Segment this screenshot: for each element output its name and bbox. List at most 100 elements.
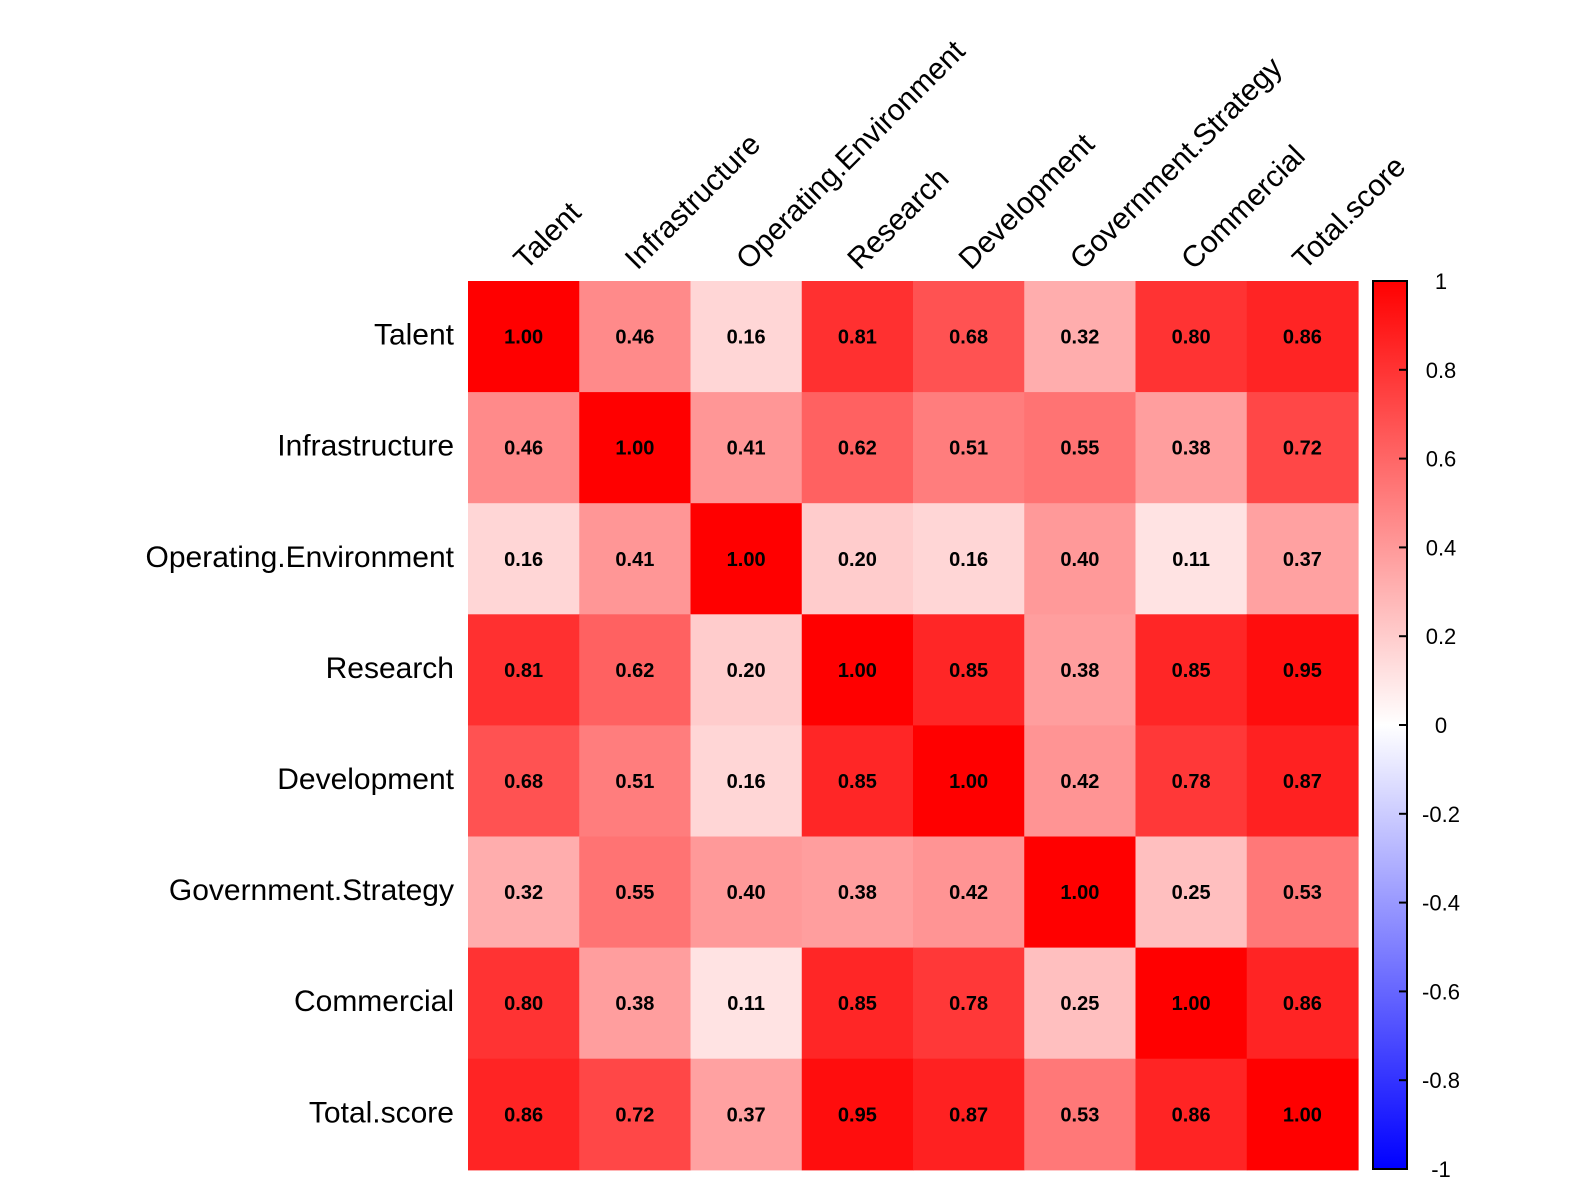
cell-value-7-0: 0.86 xyxy=(504,1104,543,1126)
colorbar-tick-label-8: -0.6 xyxy=(1422,979,1460,1004)
colorbar-tick-label-5: 0 xyxy=(1435,713,1447,738)
cell-value-2-6: 0.11 xyxy=(1172,549,1210,571)
cell-value-3-0: 0.81 xyxy=(504,660,543,682)
cell-value-3-3: 1.00 xyxy=(838,660,877,682)
cell-value-6-2: 0.11 xyxy=(727,993,765,1015)
cell-value-0-2: 0.16 xyxy=(727,327,766,349)
cell-value-5-7: 0.53 xyxy=(1283,882,1322,904)
heatmap-cell-1-7 xyxy=(1246,392,1359,504)
heatmap-cell-1-5 xyxy=(1024,392,1137,504)
heatmap-cell-2-5 xyxy=(1024,503,1137,615)
heatmap-cell-2-2 xyxy=(690,503,803,615)
heatmap-cell-7-1 xyxy=(579,1058,692,1171)
heatmap-cell-3-6 xyxy=(1135,614,1248,726)
heatmap-cell-4-5 xyxy=(1024,725,1137,838)
cell-value-3-2: 0.20 xyxy=(727,660,766,682)
heatmap-cell-5-3 xyxy=(801,836,914,949)
cell-value-2-3: 0.20 xyxy=(838,549,877,571)
heatmap-cell-1-0 xyxy=(468,392,580,504)
heatmap-cell-7-5 xyxy=(1024,1058,1137,1171)
heatmap-cell-7-6 xyxy=(1135,1058,1248,1171)
heatmap-cell-7-4 xyxy=(913,1058,1025,1171)
heatmap-cell-4-7 xyxy=(1246,725,1359,838)
cell-value-0-0: 1.00 xyxy=(504,327,543,349)
heatmap-cell-2-4 xyxy=(913,503,1025,615)
colorbar-tick-label-0: 1 xyxy=(1435,269,1447,294)
cell-value-3-6: 0.85 xyxy=(1172,660,1211,682)
row-label-6: Commercial xyxy=(294,985,454,1018)
cell-value-1-0: 0.46 xyxy=(504,438,543,460)
heatmap-cell-5-1 xyxy=(579,836,692,949)
heatmap-cell-2-0 xyxy=(468,503,580,615)
heatmap-cell-5-0 xyxy=(468,836,580,949)
cell-value-7-7: 1.00 xyxy=(1283,1104,1322,1126)
heatmap-cell-4-4 xyxy=(913,725,1025,838)
cell-value-7-4: 0.87 xyxy=(949,1104,988,1126)
heatmap-cell-3-1 xyxy=(579,614,692,726)
cell-value-4-3: 0.85 xyxy=(838,771,877,793)
row-label-1: Infrastructure xyxy=(277,430,454,463)
heatmap-cell-4-6 xyxy=(1135,725,1248,838)
cell-value-2-1: 0.41 xyxy=(615,549,654,571)
cell-value-7-5: 0.53 xyxy=(1060,1104,1099,1126)
heatmap-cell-2-7 xyxy=(1246,503,1359,615)
heatmap-cell-1-1 xyxy=(579,392,692,504)
heatmap-cell-6-3 xyxy=(801,947,914,1060)
heatmap-cell-1-2 xyxy=(690,392,803,504)
cell-value-5-4: 0.42 xyxy=(949,882,988,904)
row-label-4: Development xyxy=(277,763,454,796)
heatmap-cell-6-2 xyxy=(690,947,803,1060)
cell-value-6-3: 0.85 xyxy=(838,993,877,1015)
row-labels: Talent Infrastructure Operating.Environmen… xyxy=(146,319,455,1130)
row-label-3: Research xyxy=(326,652,454,685)
cell-value-1-1: 1.00 xyxy=(615,438,654,460)
cell-value-5-2: 0.40 xyxy=(727,882,766,904)
heatmap-cell-0-6 xyxy=(1135,281,1248,393)
heatmap-cell-0-4 xyxy=(913,281,1025,393)
heatmap-cell-0-7 xyxy=(1246,281,1359,393)
heatmap-cells xyxy=(468,281,1359,1171)
colorbar-tick-label-9: -0.8 xyxy=(1422,1068,1460,1093)
heatmap-cell-1-6 xyxy=(1135,392,1248,504)
heatmap-cell-4-0 xyxy=(468,725,580,838)
colorbar-tick-label-1: 0.8 xyxy=(1426,358,1457,383)
heatmap-cell-0-1 xyxy=(579,281,692,393)
colorbar-tick-label-6: -0.2 xyxy=(1422,802,1460,827)
cell-value-7-2: 0.37 xyxy=(727,1104,766,1126)
row-label-7: Total.score xyxy=(309,1096,454,1129)
heatmap-cell-6-7 xyxy=(1246,947,1359,1060)
cell-value-3-1: 0.62 xyxy=(615,660,654,682)
column-label-2: Operating.Environment xyxy=(730,34,972,276)
heatmap-cell-2-1 xyxy=(579,503,692,615)
cell-value-0-7: 0.86 xyxy=(1283,327,1322,349)
heatmap-cell-3-3 xyxy=(801,614,914,726)
cell-value-5-6: 0.25 xyxy=(1172,882,1211,904)
cell-value-0-3: 0.81 xyxy=(838,327,877,349)
cell-value-4-4: 1.00 xyxy=(949,771,988,793)
heatmap-cell-3-7 xyxy=(1246,614,1359,726)
cell-value-3-5: 0.38 xyxy=(1060,660,1099,682)
cell-value-1-2: 0.41 xyxy=(727,438,766,460)
cell-value-4-5: 0.42 xyxy=(1060,771,1099,793)
column-labels: Talent InfrastructureOperating.Environmen… xyxy=(508,34,1413,276)
heatmap-cell-5-4 xyxy=(913,836,1025,949)
cell-value-6-7: 0.86 xyxy=(1283,993,1322,1015)
cell-value-4-2: 0.16 xyxy=(727,771,766,793)
heatmap-cell-7-3 xyxy=(801,1058,914,1171)
heatmap-cell-labels: 1.00 0.46 0.16 0.81 0.68 0.32 0.80 0.86 0.46 1.00… xyxy=(504,327,1322,1127)
heatmap-cell-4-3 xyxy=(801,725,914,838)
cell-value-4-1: 0.51 xyxy=(615,771,654,793)
colorbar-tick-label-4: 0.2 xyxy=(1426,624,1457,649)
cell-value-2-4: 0.16 xyxy=(949,549,988,571)
cell-value-6-4: 0.78 xyxy=(949,993,988,1015)
cell-value-2-0: 0.16 xyxy=(504,549,543,571)
column-label-5: Government.Strategy xyxy=(1064,51,1289,276)
heatmap-cell-6-0 xyxy=(468,947,580,1060)
heatmap-cell-5-5 xyxy=(1024,836,1137,949)
colorbar-tick-label-2: 0.6 xyxy=(1426,447,1457,472)
colorbar-tick-label-3: 0.4 xyxy=(1426,535,1457,560)
heatmap-cell-6-1 xyxy=(579,947,692,1060)
heatmap-cell-7-2 xyxy=(690,1058,803,1171)
colorbar: 1 0.8 0.6 0.4 0.2 0 -0.2 -0.4 -0.6 -0.8 -1 xyxy=(1372,269,1460,1182)
